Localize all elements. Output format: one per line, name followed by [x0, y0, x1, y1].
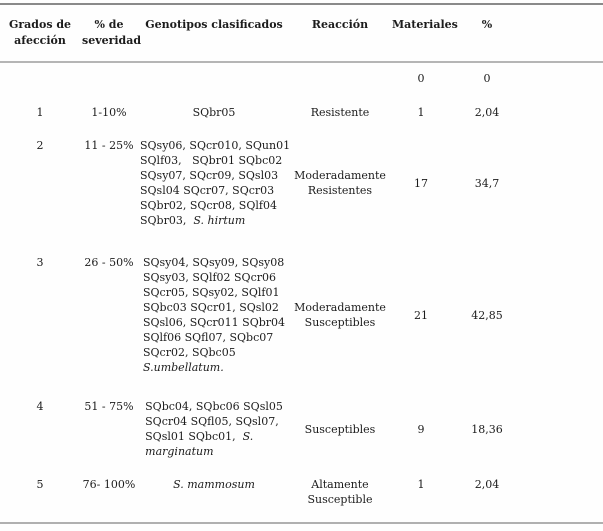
genotype-list: SQbr05 [193, 105, 236, 120]
col-header-grados-de-afeccion: Grados de afección [0, 4, 80, 63]
materials-cell: 17 [414, 176, 428, 190]
genotype-line: marginatum [145, 445, 214, 458]
table-row: 3 26 - 50% SQsy04, SQsy09, SQsy08 SQsy03, S… [0, 243, 603, 387]
spacer-cell [522, 387, 603, 468]
materials-cell: 1 [417, 478, 425, 491]
grade-cell: 2 [36, 139, 44, 152]
spacer-cell [522, 243, 603, 387]
genotypes-cell: S. mammosum [138, 468, 290, 523]
genotypes-cell: SQsy06, SQcr010, SQun01 SQlf03, SQbr01 SQ… [138, 129, 290, 243]
genotype-list: S. mammosum [173, 477, 255, 492]
col-header-genotipos: Genotipos clasificados [138, 4, 290, 63]
genotype-list: SQsy04, SQsy09, SQsy08 SQsy03, SQlf02 SQc… [143, 255, 285, 375]
severity-cell: 1-10% [91, 106, 127, 119]
genotype-line: SQsy04, SQsy09, SQsy08 [142, 256, 285, 269]
materials-cell: 1 [417, 106, 425, 119]
spacer-cell [522, 95, 603, 129]
severity-cell [80, 62, 138, 95]
table-row: 4 51 - 75% SQbc04, SQbc06 SQsl05 SQcr04 SQf… [0, 387, 603, 468]
reaction-cell: Susceptibles [304, 422, 376, 436]
reaction-cell: Moderadamente Resistentes [294, 169, 386, 197]
table-row: 5 76- 100% S. mammosum Altamente Susceptibl… [0, 468, 603, 523]
genotype-line: SQbc03 SQcr01, SQsl02 [142, 301, 279, 314]
col-header-percent: % [452, 4, 522, 63]
percent-cell: 42,85 [471, 308, 503, 322]
genotypes-cell: SQbr05 [138, 95, 290, 129]
grade-cell: 3 [36, 256, 44, 269]
genotype-line: SQcr04 SQfl05, SQsl07, [145, 415, 279, 428]
table-row: 2 11 - 25% SQsy06, SQcr010, SQun01 SQlf03, … [0, 129, 603, 243]
genotype-line: SQlf06 SQfl07, SQbc07 [142, 331, 274, 344]
genotypes-cell [138, 62, 290, 95]
grade-cell: 5 [36, 478, 44, 491]
genotypes-cell: SQsy04, SQsy09, SQsy08 SQsy03, SQlf02 SQc… [138, 243, 290, 387]
classification-table: Grados de afección % de severidad Genoti… [0, 3, 603, 524]
col-header-severidad: % de severidad [80, 4, 141, 63]
percent-cell: 18,36 [471, 422, 503, 436]
genotype-line: SQlf03, SQbr01 SQbc02 [140, 154, 283, 167]
genotype-line: SQsl06, SQcr011 SQbr04 [142, 316, 286, 329]
grade-cell: 4 [36, 400, 44, 413]
genotype-line: SQcr05, SQsy02, SQlf01 [142, 286, 280, 299]
genotype-line: SQsy03, SQlf02 SQcr06 [142, 271, 276, 284]
reaction-cell [290, 62, 390, 95]
genotype-line: SQcr02, SQbc05 [142, 346, 236, 359]
materials-cell: 0 [417, 72, 425, 85]
col-header-spacer [522, 4, 603, 63]
genotype-list: SQsy06, SQcr010, SQun01 SQlf03, SQbr01 SQ… [140, 138, 290, 228]
severity-cell: 11 - 25% [84, 139, 134, 152]
col-header-reaccion: Reacción [290, 4, 390, 63]
spacer-cell [522, 468, 603, 523]
genotype-line: SQsy06, SQcr010, SQun01 [140, 139, 291, 152]
genotype-line: S.umbellatum. [142, 361, 224, 374]
table-row: 1 1-10% SQbr05 Resistente 1 2,04 [0, 95, 603, 129]
genotype-line: SQsl01 SQbc01, S. [145, 430, 254, 443]
severity-cell: 76- 100% [82, 478, 136, 491]
spacer-cell [522, 129, 603, 243]
table-body: 0 0 1 1-10% SQbr05 Resistente 1 2,04 2 11 - 25% SQ… [0, 62, 603, 523]
col-header-materiales: Materiales [390, 4, 458, 63]
severity-cell: 51 - 75% [84, 400, 134, 413]
genotype-line: SQbc04, SQbc06 SQsl05 [145, 400, 283, 413]
genotypes-cell: SQbc04, SQbc06 SQsl05 SQcr04 SQfl05, SQsl… [138, 387, 290, 468]
reaction-cell: Altamente Susceptible [307, 478, 373, 506]
severity-cell: 26 - 50% [84, 256, 134, 269]
reaction-cell: Resistente [310, 106, 370, 119]
percent-cell: 34,7 [474, 176, 500, 190]
table-header: Grados de afección % de severidad Genoti… [0, 4, 603, 63]
genotype-line: SQbr05 [192, 106, 236, 119]
percent-cell: 2,04 [474, 478, 500, 491]
genotype-line: SQbr03, S. hirtum [140, 214, 246, 227]
materials-cell: 21 [414, 308, 428, 322]
reaction-cell: Moderadamente Susceptibles [294, 301, 386, 329]
percent-cell: 0 [483, 72, 491, 85]
materials-cell: 9 [417, 422, 425, 436]
grade-cell [0, 62, 80, 95]
genotype-line: SQsl04 SQcr07, SQcr03 [140, 184, 275, 197]
grade-cell: 1 [36, 106, 44, 119]
genotype-line: SQbr02, SQcr08, SQlf04 [140, 199, 277, 212]
genotype-line: S. mammosum [173, 478, 255, 491]
spacer-cell [522, 62, 603, 95]
header-row: Grados de afección % de severidad Genoti… [0, 4, 603, 63]
percent-cell: 2,04 [474, 106, 500, 119]
genotype-list: SQbc04, SQbc06 SQsl05 SQcr04 SQfl05, SQsl… [145, 399, 283, 459]
genotype-line: SQsy07, SQcr09, SQsl03 [140, 169, 279, 182]
